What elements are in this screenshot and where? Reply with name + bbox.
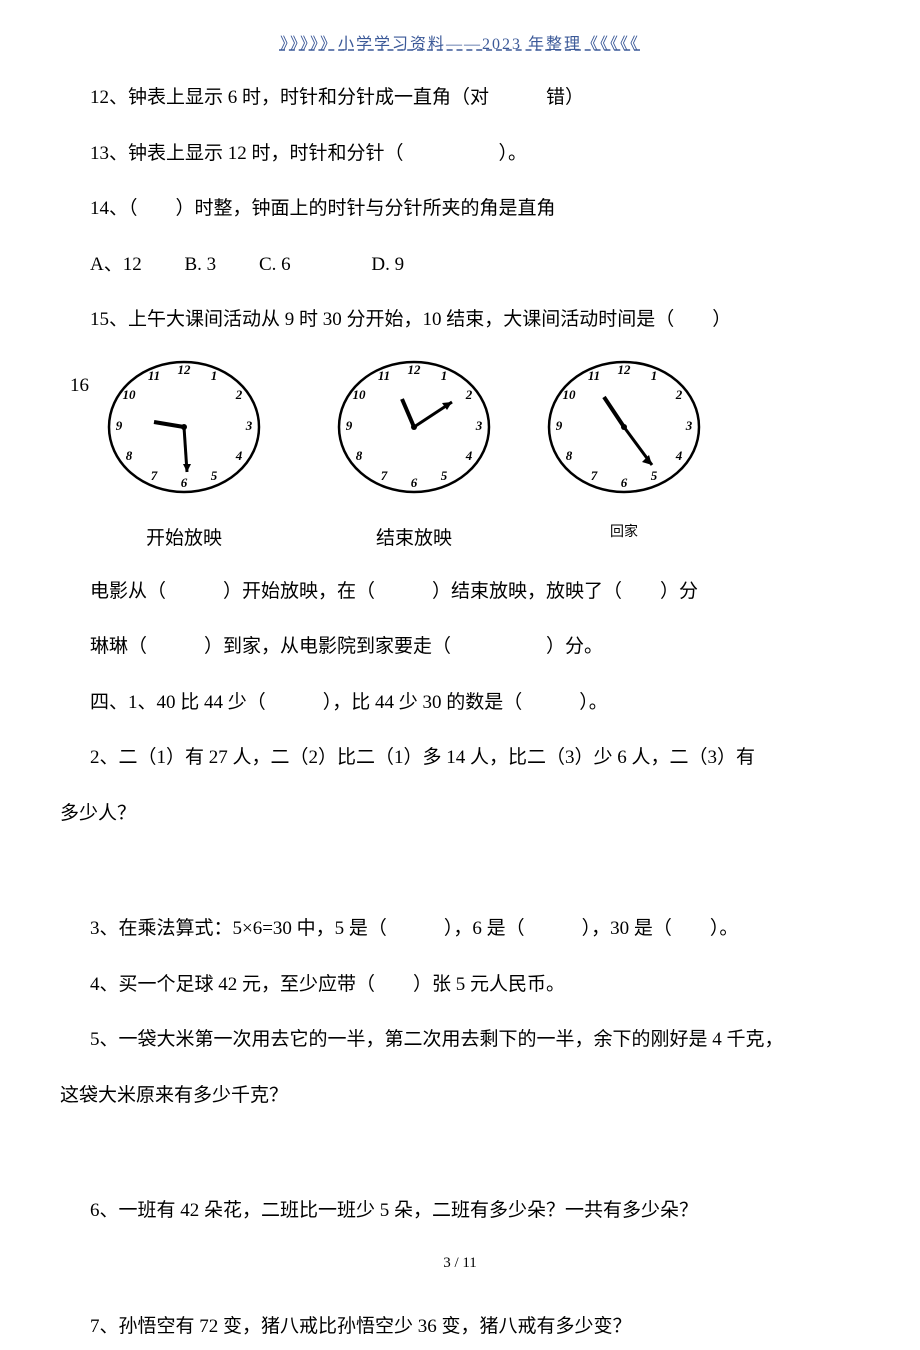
clock-2-container: 12 1 2 3 4 5 6 7 8 9 10 11 结束放映 — [329, 352, 499, 563]
clock-row: 16 12 1 2 3 4 5 6 7 8 9 10 11 开始放映 — [60, 352, 860, 563]
clock-2: 12 1 2 3 4 5 6 7 8 9 10 11 — [329, 352, 499, 502]
svg-text:5: 5 — [211, 468, 218, 483]
clock-3-label: 回家 — [539, 515, 709, 550]
svg-text:9: 9 — [346, 418, 353, 433]
svg-text:4: 4 — [465, 448, 473, 463]
svg-text:5: 5 — [441, 468, 448, 483]
svg-text:5: 5 — [651, 468, 658, 483]
s4-q7: 7、孙悟空有 72 变，猪八戒比孙悟空少 36 变，猪八戒有多少变？ — [90, 1303, 860, 1350]
content-area: 12、钟表上显示 6 时，时针和分针成一直角（对 错） 13、钟表上显示 12 … — [60, 74, 860, 1350]
question-15: 15、上午大课间活动从 9 时 30 分开始，10 结束，大课间活动时间是（ ） — [90, 296, 860, 344]
svg-text:2: 2 — [465, 387, 473, 402]
svg-text:6: 6 — [181, 475, 188, 490]
svg-text:12: 12 — [618, 362, 632, 377]
option-b: B. 3 — [185, 254, 217, 275]
svg-text:1: 1 — [211, 368, 218, 383]
question-16-line2: 琳琳（ ）到家，从电影院到家要走（ ）分。 — [90, 623, 860, 671]
svg-text:10: 10 — [123, 387, 137, 402]
s4-q5-line2: 这袋大米原来有多少千克？ — [60, 1072, 860, 1120]
svg-text:3: 3 — [475, 418, 483, 433]
s4-q3: 3、在乘法算式：5×6=30 中，5 是（ ），6 是（ ），30 是（ ）。 — [90, 905, 860, 953]
svg-text:9: 9 — [556, 418, 563, 433]
svg-text:6: 6 — [411, 475, 418, 490]
svg-text:11: 11 — [378, 368, 390, 383]
svg-text:1: 1 — [651, 368, 658, 383]
option-d: D. 9 — [371, 254, 404, 275]
option-a: A、12 — [90, 254, 142, 275]
svg-text:11: 11 — [148, 368, 160, 383]
clock-3: 12 1 2 3 4 5 6 7 8 9 10 11 — [539, 352, 709, 502]
s4-q4: 4、买一个足球 42 元，至少应带（ ）张 5 元人民币。 — [90, 961, 860, 1009]
question-13: 13、钟表上显示 12 时，时针和分针（ ）。 — [90, 130, 860, 178]
svg-text:7: 7 — [591, 468, 598, 483]
clock-2-label: 结束放映 — [329, 515, 499, 563]
svg-text:6: 6 — [621, 475, 628, 490]
svg-text:7: 7 — [381, 468, 388, 483]
question-12: 12、钟表上显示 6 时，时针和分针成一直角（对 错） — [90, 74, 860, 122]
svg-text:3: 3 — [245, 418, 253, 433]
section-4: 四、1、40 比 44 少（ ），比 44 少 30 的数是（ ）。 — [90, 679, 860, 727]
svg-text:11: 11 — [588, 368, 600, 383]
svg-text:3: 3 — [685, 418, 693, 433]
question-16-num: 16 — [70, 352, 89, 410]
clock-1: 12 1 2 3 4 5 6 7 8 9 10 11 — [99, 352, 269, 502]
svg-text:8: 8 — [566, 448, 573, 463]
svg-text:1: 1 — [441, 368, 448, 383]
svg-text:12: 12 — [408, 362, 422, 377]
option-c: C. 6 — [259, 254, 291, 275]
svg-text:9: 9 — [116, 418, 123, 433]
clock-1-label: 开始放映 — [99, 515, 269, 563]
page-header: 》》》》》小学学习资料——2023 年整理《《《《《 — [280, 36, 640, 53]
s4-q6: 6、一班有 42 朵花，二班比一班少 5 朵，二班有多少朵？一共有多少朵？ — [90, 1187, 860, 1235]
svg-text:4: 4 — [235, 448, 243, 463]
svg-text:8: 8 — [126, 448, 133, 463]
svg-text:4: 4 — [675, 448, 683, 463]
s4-q2-line1: 2、二（1）有 27 人，二（2）比二（1）多 14 人，比二（3）少 6 人，… — [90, 734, 860, 782]
svg-text:12: 12 — [178, 362, 192, 377]
svg-text:2: 2 — [235, 387, 243, 402]
s4-q5-line1: 5、一袋大米第一次用去它的一半，第二次用去剩下的一半，余下的刚好是 4 千克， — [90, 1016, 860, 1064]
question-14-options: A、12 B. 3 C. 6 D. 9 — [90, 241, 860, 289]
svg-text:10: 10 — [563, 387, 577, 402]
svg-text:8: 8 — [356, 448, 363, 463]
question-16-line1: 电影从（ ）开始放映，在（ ）结束放映，放映了（ ）分 — [90, 568, 860, 616]
svg-text:7: 7 — [151, 468, 158, 483]
clock-1-container: 12 1 2 3 4 5 6 7 8 9 10 11 开始放映 — [99, 352, 269, 563]
svg-text:10: 10 — [353, 387, 367, 402]
question-14: 14、（ ）时整，钟面上的时针与分针所夹的角是直角 — [90, 185, 860, 233]
page-footer: 3 / 11 — [0, 1255, 920, 1272]
s4-q2-line2: 多少人？ — [60, 790, 860, 838]
svg-text:2: 2 — [675, 387, 683, 402]
clock-3-container: 12 1 2 3 4 5 6 7 8 9 10 11 回家 — [539, 352, 709, 551]
